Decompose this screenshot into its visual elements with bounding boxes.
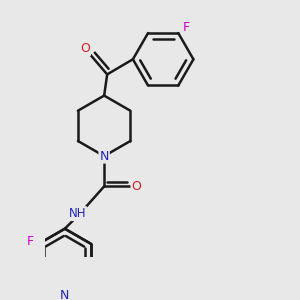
Text: O: O <box>131 180 141 193</box>
Text: O: O <box>80 42 90 55</box>
Text: NH: NH <box>69 207 86 220</box>
Text: N: N <box>60 289 70 300</box>
Text: N: N <box>60 289 70 300</box>
Text: N: N <box>100 150 109 163</box>
Text: F: F <box>27 235 34 248</box>
Text: F: F <box>183 21 190 34</box>
